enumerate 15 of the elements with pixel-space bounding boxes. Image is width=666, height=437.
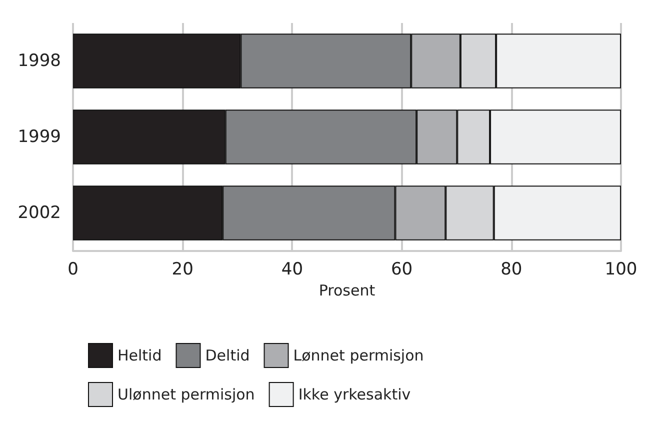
y-tick-label: 1999 — [18, 127, 61, 147]
legend-label: Heltid — [118, 346, 162, 364]
y-tick-label: 1998 — [18, 51, 61, 71]
x-axis-title: Prosent — [318, 281, 376, 300]
legend-label: Lønnet permisjon — [293, 346, 424, 364]
x-tick-label: 0 — [68, 260, 78, 280]
legend-label: Ulønnet permisjon — [118, 386, 255, 404]
x-tick-label: 80 — [500, 260, 522, 280]
y-tick-label: 2002 — [18, 203, 61, 223]
legend-label: Deltid — [205, 346, 250, 364]
x-tick-label: 20 — [172, 260, 194, 280]
x-tick-label: 100 — [604, 260, 638, 280]
x-tick-label: 60 — [390, 260, 413, 280]
legend-label: Ikke yrkesaktiv — [298, 386, 411, 404]
x-tick-label: 40 — [281, 260, 304, 280]
